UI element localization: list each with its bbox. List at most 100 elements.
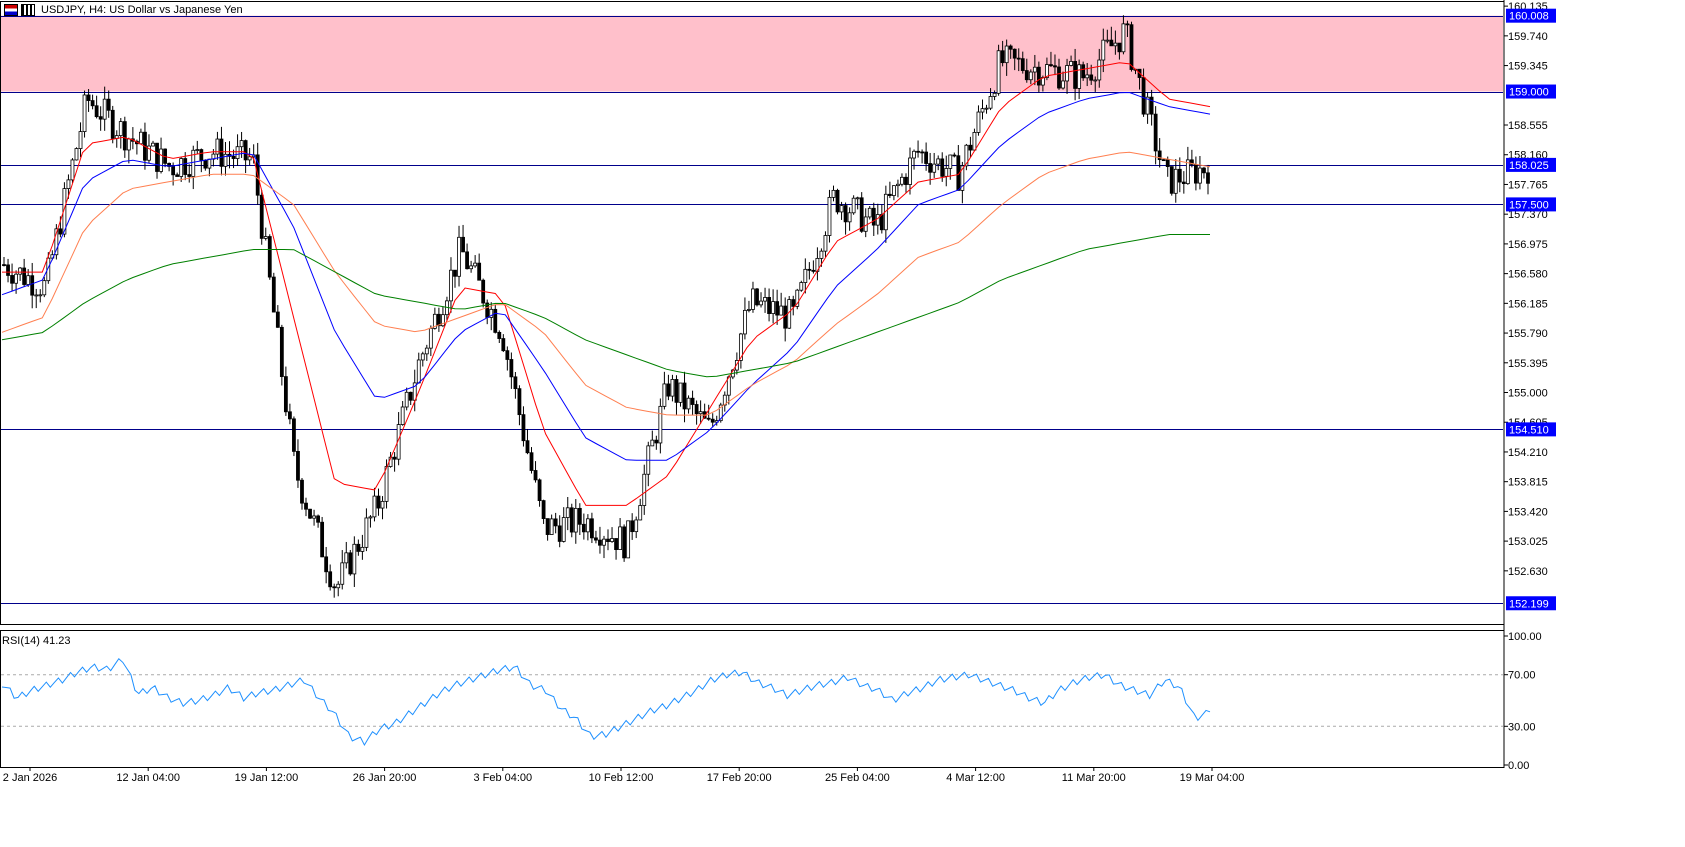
candle-body: [1057, 66, 1061, 89]
x-tick-label: 4 Mar 12:00: [946, 772, 1005, 784]
x-tick-label: 17 Feb 20:00: [707, 772, 772, 784]
candle-body: [46, 257, 51, 282]
candle-body: [916, 150, 920, 153]
candle-body: [896, 183, 900, 187]
candle-body: [666, 383, 671, 397]
candle-body: [537, 479, 542, 501]
moving-average-line-red: [2, 62, 1211, 506]
rsi-y-tick-label: 100.00: [1508, 631, 1542, 643]
candle-body: [10, 275, 14, 284]
y-tick-label: 158.555: [1508, 120, 1548, 132]
y-tick-label: 153.815: [1508, 477, 1548, 489]
candle-body: [26, 275, 31, 285]
candle-body: [1061, 80, 1065, 89]
candle-body: [70, 159, 75, 181]
candle-body: [82, 94, 87, 132]
candle-body: [912, 150, 916, 159]
candle-body: [428, 327, 433, 349]
candle-body: [292, 418, 296, 452]
candle-body: [706, 417, 711, 420]
candle-body: [219, 138, 224, 167]
candle-body: [698, 411, 703, 415]
candle-body: [992, 92, 997, 97]
x-tick-label: 12 Jan 04:00: [116, 772, 180, 784]
price-level-tag-label: 152.199: [1509, 598, 1549, 610]
chart-title: USDJPY, H4: US Dollar vs Japanese Yen: [41, 4, 243, 16]
candle-body: [1004, 45, 1009, 64]
candle-body: [952, 154, 957, 157]
candle-body: [449, 269, 453, 302]
candle-body: [1121, 23, 1126, 53]
y-tick-label: 156.185: [1508, 298, 1548, 310]
candle-body: [622, 526, 627, 559]
resistance-zone: [1, 15, 1503, 92]
candle-body: [74, 148, 79, 161]
x-tick-label: 11 Mar 20:00: [1062, 772, 1126, 784]
candle-body: [171, 166, 176, 176]
x-tick-label: 2 Jan 2026: [3, 772, 57, 784]
candle-body: [275, 311, 280, 328]
candle-body: [533, 470, 538, 481]
y-tick-label: 159.345: [1508, 61, 1548, 73]
candle-body: [799, 282, 804, 291]
candle-body: [1185, 159, 1190, 185]
price-level-tag: [1506, 596, 1556, 611]
candle-body: [316, 515, 320, 523]
candle-body: [1198, 167, 1202, 184]
flag-icon: [4, 4, 18, 16]
x-tick-label: 25 Feb 04:00: [825, 772, 890, 784]
candle-body: [908, 157, 912, 185]
candle-body: [839, 205, 844, 213]
candle-body: [650, 439, 655, 447]
candle-body: [86, 94, 91, 101]
candle-body: [751, 288, 755, 310]
candle-body: [1045, 64, 1049, 79]
candle-body: [590, 518, 594, 539]
price-level-tag-label: 160.008: [1509, 11, 1549, 23]
candle-body: [110, 109, 115, 139]
candle-body: [1065, 65, 1069, 82]
candle-body: [167, 162, 172, 167]
candle-body: [984, 107, 989, 110]
candle-body: [654, 439, 659, 444]
moving-average-line-coral: [1, 151, 1211, 416]
candle-body: [594, 537, 598, 541]
candle-body: [94, 105, 99, 118]
candle-body: [191, 149, 196, 177]
candle-body: [34, 294, 39, 297]
candle-body: [408, 391, 413, 401]
candle-body: [638, 505, 643, 521]
candle-body: [783, 305, 788, 329]
candle-body: [1161, 159, 1166, 162]
candle-body: [920, 151, 924, 154]
candle-body: [863, 216, 868, 232]
y-tick-label: 156.580: [1508, 269, 1548, 281]
candle-body: [283, 376, 288, 413]
candle-body: [948, 154, 953, 169]
candle-body: [928, 163, 933, 173]
candle-body: [501, 338, 506, 352]
y-tick-label: 155.395: [1508, 358, 1548, 370]
candle-body: [847, 212, 852, 223]
candle-body: [1181, 181, 1186, 185]
candle-body: [457, 236, 461, 277]
candle-body: [340, 562, 345, 585]
candle-body: [960, 165, 965, 191]
candle-body: [207, 158, 212, 169]
candle-body: [549, 518, 554, 535]
candle-body: [887, 193, 892, 196]
candle-body: [336, 583, 341, 589]
candle-body: [392, 456, 397, 460]
candle-body: [461, 236, 465, 253]
candle-body: [779, 305, 784, 316]
candle-body: [1073, 61, 1078, 89]
candle-body: [509, 359, 514, 378]
candle-body: [38, 294, 43, 297]
candle-body: [300, 479, 304, 504]
candle-body: [122, 121, 127, 151]
candle-body: [553, 518, 558, 527]
candle-body: [755, 288, 759, 306]
candle-body: [610, 538, 614, 543]
candle-body: [1117, 42, 1122, 53]
